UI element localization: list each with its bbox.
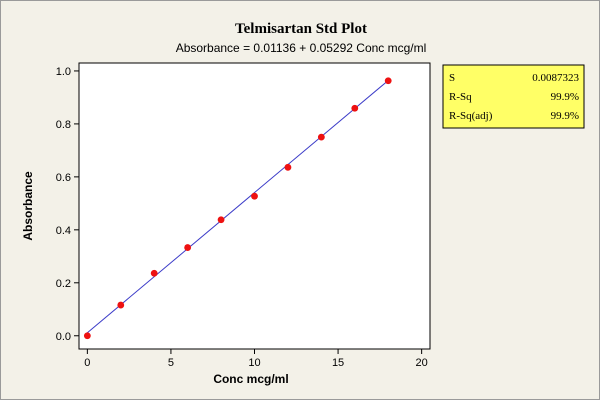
data-point xyxy=(150,269,158,277)
stats-label-r-sq-adj: R-Sq(adj) xyxy=(449,110,493,122)
x-axis-label: Conc mcg/ml xyxy=(213,372,288,386)
data-point xyxy=(217,216,225,224)
stats-value-r-sq: 99.9% xyxy=(551,91,579,103)
y-tick-label: 0.8 xyxy=(56,119,71,131)
data-point xyxy=(384,77,392,85)
chart-title: Telmisartan Std Plot xyxy=(235,21,367,37)
x-axis: 0 5 10 15 20 xyxy=(84,349,428,369)
data-point xyxy=(184,244,192,251)
stats-value-s: 0.0087323 xyxy=(532,72,579,84)
data-point xyxy=(117,301,125,309)
stats-label-s: S xyxy=(449,72,455,84)
data-point xyxy=(351,104,359,112)
y-tick-label: 0.2 xyxy=(56,278,71,290)
fit-statistics-box: S 0.0087323 R-Sq 99.9% R-Sq(adj) 99.9% xyxy=(442,64,585,129)
x-tick-label: 15 xyxy=(332,357,344,369)
data-point xyxy=(317,133,325,141)
x-tick-label: 10 xyxy=(248,357,260,369)
y-tick-label: 1.0 xyxy=(56,66,71,78)
y-tick-label: 0.4 xyxy=(56,225,71,237)
data-point xyxy=(83,332,91,340)
stats-label-r-sq: R-Sq xyxy=(449,91,472,103)
x-tick-label: 5 xyxy=(168,357,174,369)
x-tick-label: 0 xyxy=(84,357,90,369)
stats-box-background xyxy=(442,64,585,129)
data-point xyxy=(284,163,292,171)
y-axis: 0.0 0.2 0.4 0.6 0.8 1.0 xyxy=(56,66,79,343)
x-tick-label: 20 xyxy=(416,357,428,369)
fit-line-layer xyxy=(87,80,389,334)
stats-value-r-sq-adj: 99.9% xyxy=(551,110,579,122)
plot-area xyxy=(78,62,431,350)
fit-equation: Absorbance = 0.01136 + 0.05292 Conc mcg/… xyxy=(176,41,427,55)
data-point xyxy=(251,192,258,200)
data-points xyxy=(83,77,392,340)
y-tick-label: 0.6 xyxy=(56,172,71,184)
y-axis-label: Absorbance xyxy=(21,171,35,241)
y-tick-label: 0.0 xyxy=(56,331,71,343)
regression-line xyxy=(87,80,389,334)
